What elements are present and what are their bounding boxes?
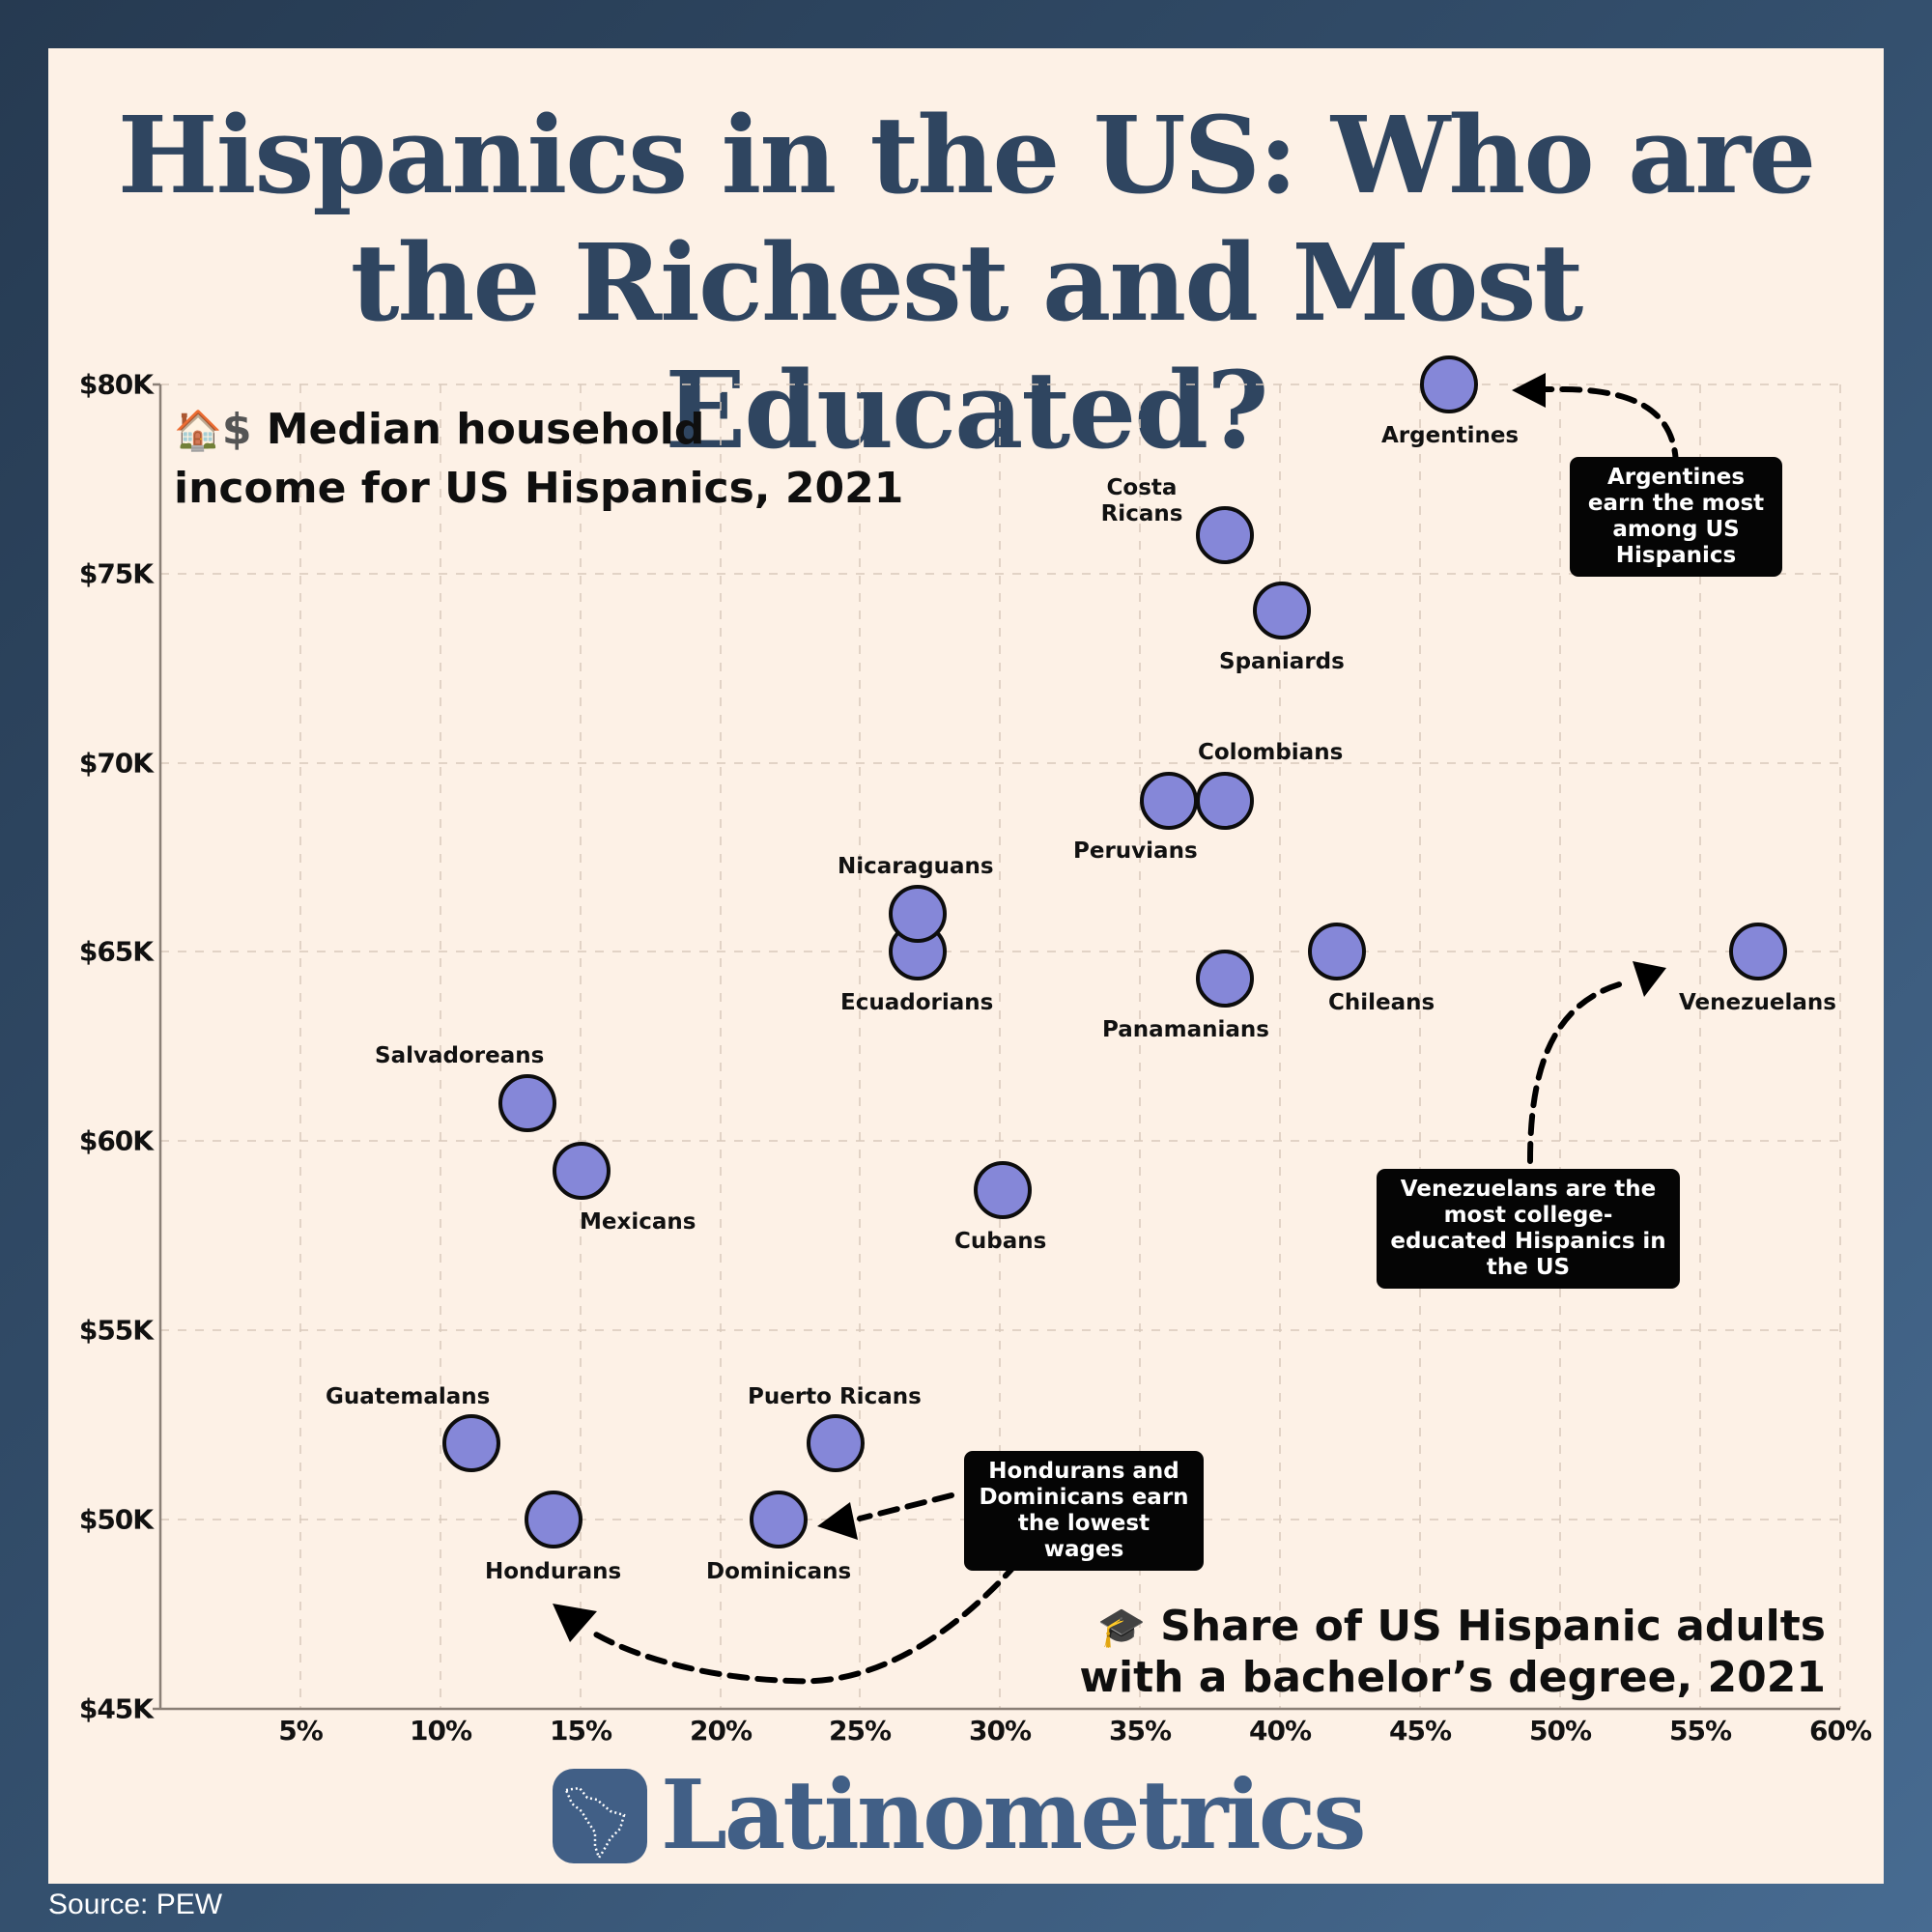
x-tick-55: 55% (1668, 1715, 1732, 1747)
annotation-argentines: Argentines earn the most among US Hispan… (1570, 457, 1782, 577)
point-spaniards (1253, 582, 1311, 639)
latin-america-map-icon (553, 1769, 647, 1863)
y-tick-50k: $50K (78, 1503, 154, 1536)
label-salvadoreans: Salvadoreans (375, 1043, 545, 1068)
x-tick-30: 30% (968, 1715, 1032, 1747)
y-axis-title-line1: Median household (266, 405, 705, 454)
arrow-venezuelans (1527, 980, 1626, 1164)
label-guatemalans: Guatemalans (326, 1384, 491, 1409)
y-tick-65k: $65K (78, 935, 154, 968)
arrow-head-dominicans (817, 1502, 858, 1540)
label-ecuadorians: Ecuadorians (840, 990, 994, 1015)
x-tick-40: 40% (1248, 1715, 1312, 1747)
chart-card (48, 48, 1884, 1884)
x-tick-50: 50% (1528, 1715, 1592, 1747)
y-tick-45k: $45K (78, 1692, 154, 1725)
source-note: Source: PEW (48, 1889, 223, 1920)
x-tick-60: 60% (1808, 1715, 1872, 1747)
annotation-venezuelans: Venezuelans are the most college-educate… (1377, 1169, 1680, 1289)
x-axis-title-line2: with a bachelor’s degree, 2021 (1079, 1653, 1826, 1702)
arrow-argentines (1538, 386, 1679, 470)
axes (153, 383, 1840, 1711)
brand-name: Latinometrics (661, 1760, 1367, 1871)
chart-title-line1: Hispanics in the US: Who are (117, 93, 1817, 217)
label-puerto-ricans: Puerto Ricans (748, 1384, 922, 1409)
y-tick-55k: $55K (78, 1314, 154, 1347)
label-dominicans: Dominicans (706, 1559, 852, 1584)
point-nicaraguans (889, 885, 947, 943)
x-tick-25: 25% (828, 1715, 892, 1747)
y-axis-title-line2: income for US Hispanics, 2021 (174, 464, 904, 513)
house-icon: 🏠 (174, 409, 222, 453)
annotation-lowest-wages: Hondurans and Dominicans earn the lowest… (964, 1451, 1204, 1571)
label-costa-ricans: Costa Ricans (1100, 475, 1183, 526)
label-mexicans: Mexicans (580, 1209, 696, 1235)
point-guatemalans (442, 1414, 500, 1472)
chart-title: Hispanics in the US: Who are the Richest… (48, 92, 1884, 474)
y-tick-80k: $80K (78, 368, 154, 401)
graduation-cap-icon: 🎓 (1096, 1605, 1146, 1650)
dollar-icon: $ (221, 405, 252, 454)
point-venezuelans (1729, 923, 1787, 980)
point-dominicans (750, 1491, 808, 1548)
label-venezuelans: Venezuelans (1679, 990, 1836, 1015)
label-spaniards: Spaniards (1219, 649, 1345, 674)
point-costa-ricans (1196, 506, 1254, 564)
point-cubans (974, 1161, 1032, 1219)
point-colombians (1196, 772, 1254, 830)
point-salvadoreans (498, 1074, 556, 1132)
arrow-lowest-hondurans (586, 1560, 1020, 1685)
x-tick-5: 5% (278, 1715, 324, 1747)
chart-title-line2: the Richest and Most Educated? (350, 220, 1584, 472)
y-tick-60k: $60K (78, 1124, 154, 1157)
label-hondurans: Hondurans (485, 1559, 622, 1584)
point-argentines (1420, 355, 1478, 413)
x-axis-title-line1: Share of US Hispanic adults (1160, 1602, 1826, 1651)
point-peruvians (1140, 772, 1198, 830)
label-panamanians: Panamanians (1102, 1017, 1269, 1042)
label-cubans: Cubans (954, 1229, 1047, 1254)
arrow-head-venezuelans (1633, 961, 1666, 997)
label-peruvians: Peruvians (1073, 838, 1198, 864)
x-tick-10: 10% (409, 1715, 472, 1747)
point-puerto-ricans (807, 1414, 865, 1472)
x-tick-20: 20% (689, 1715, 753, 1747)
label-nicaraguans: Nicaraguans (838, 854, 994, 879)
point-panamanians (1196, 950, 1254, 1008)
arrow-head-hondurans (553, 1604, 597, 1642)
y-tick-70k: $70K (78, 747, 154, 780)
x-tick-15: 15% (549, 1715, 612, 1747)
arrow-lowest-dominicans (857, 1492, 954, 1521)
label-colombians: Colombians (1198, 740, 1344, 765)
x-axis-title: 🎓 Share of US Hispanic adults with a bac… (1079, 1602, 1826, 1703)
x-tick-45: 45% (1388, 1715, 1452, 1747)
point-chileans (1308, 923, 1366, 980)
x-tick-35: 35% (1108, 1715, 1172, 1747)
y-axis-title: 🏠$ Median household income for US Hispan… (174, 401, 903, 518)
y-tick-75k: $75K (78, 557, 154, 590)
brand-logo: Latinometrics (553, 1760, 1367, 1871)
arrow-head-argentines (1512, 373, 1546, 408)
point-mexicans (553, 1142, 611, 1200)
label-chileans: Chileans (1328, 990, 1435, 1015)
label-argentines: Argentines (1381, 423, 1520, 448)
point-hondurans (525, 1491, 582, 1548)
